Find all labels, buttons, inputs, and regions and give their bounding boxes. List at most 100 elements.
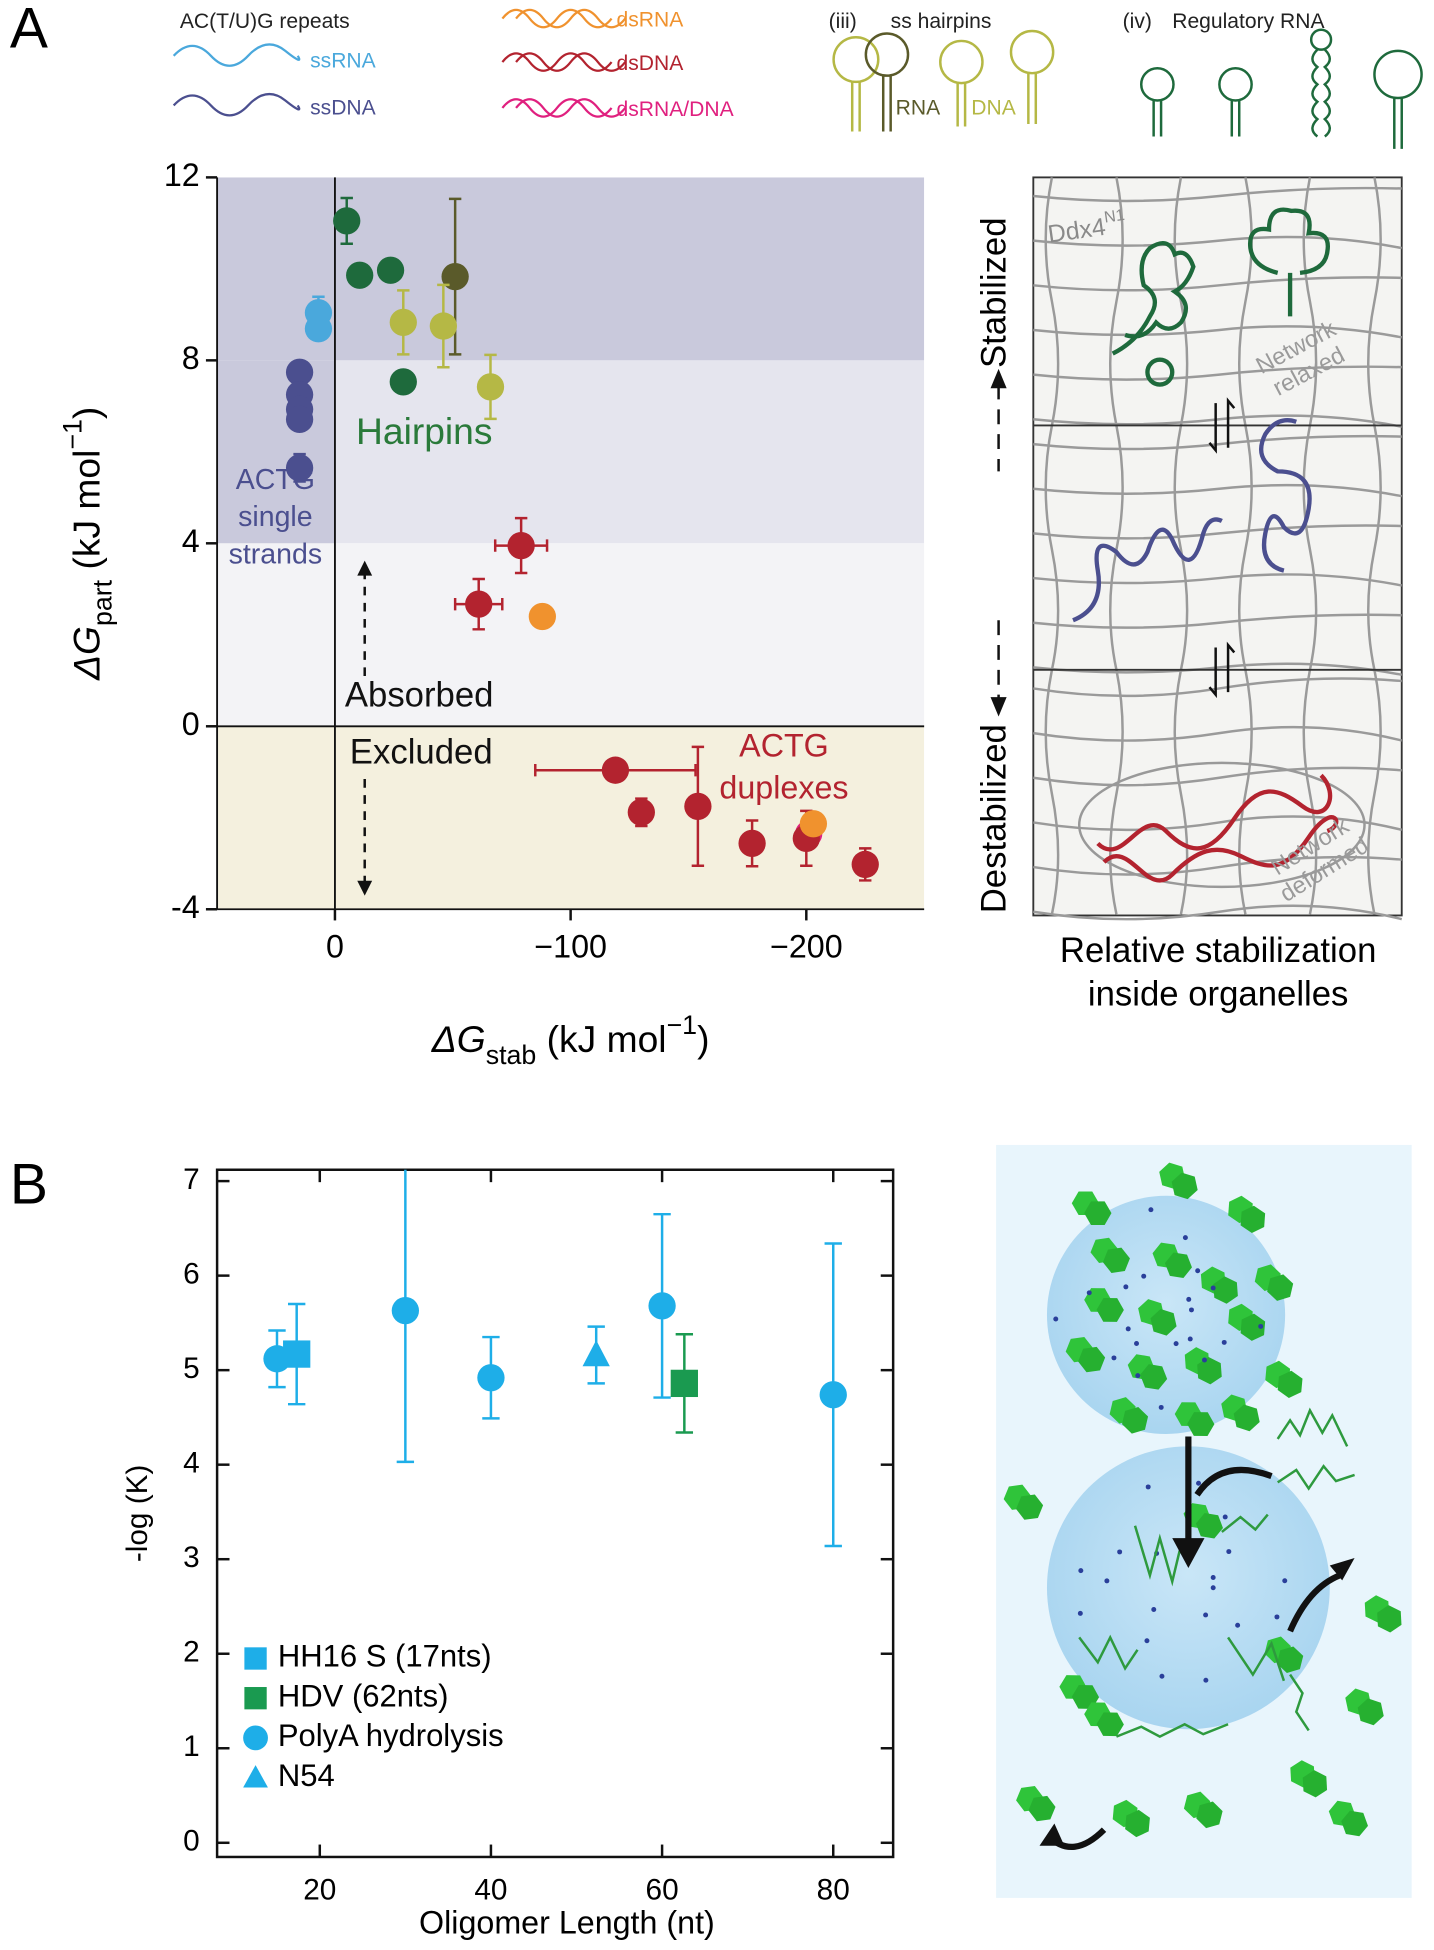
ion bbox=[1222, 1514, 1228, 1520]
ion bbox=[1134, 1341, 1140, 1347]
legend-icon bbox=[501, 98, 613, 118]
y-tick-label: 6 bbox=[183, 1257, 200, 1290]
ion bbox=[1111, 1355, 1117, 1361]
protein bbox=[1096, 1712, 1124, 1737]
y-axis-title: -log (K) bbox=[121, 1465, 154, 1563]
legend-label: dsRNA bbox=[617, 9, 685, 32]
point bbox=[528, 602, 556, 631]
rna-structures bbox=[1078, 1407, 1355, 1739]
ion bbox=[1235, 1622, 1241, 1628]
deformed-cavity bbox=[1077, 761, 1366, 889]
stability-axis bbox=[990, 368, 1007, 717]
rna bbox=[1078, 1513, 1310, 1739]
strand bbox=[1259, 418, 1312, 573]
mesh-line bbox=[1367, 177, 1382, 426]
y-axis-title-part: ) bbox=[65, 407, 107, 419]
annotation: single bbox=[238, 501, 313, 533]
legend-label: PolyA hydrolysis bbox=[278, 1718, 504, 1753]
ion bbox=[1226, 1549, 1232, 1555]
x-tick-label: 60 bbox=[646, 1874, 679, 1907]
ion bbox=[1203, 1677, 1209, 1683]
ion bbox=[1144, 1638, 1150, 1644]
arrowhead bbox=[1329, 1558, 1355, 1581]
y-axis-title-part: (kJ mol bbox=[65, 450, 107, 580]
panel-label: A bbox=[10, 0, 48, 60]
point bbox=[283, 1340, 311, 1368]
point bbox=[285, 405, 314, 434]
ion bbox=[1123, 1284, 1129, 1290]
ion bbox=[1187, 1336, 1193, 1342]
regulatory-rna-icons bbox=[1111, 207, 1330, 387]
y-tick-label: 1 bbox=[183, 1730, 200, 1763]
mesh-line bbox=[1033, 434, 1402, 451]
legend-icon bbox=[515, 98, 627, 118]
regulatory-icon bbox=[1311, 48, 1332, 138]
protein bbox=[1240, 1205, 1266, 1234]
ion bbox=[1077, 1610, 1083, 1616]
protein bbox=[1140, 1364, 1168, 1390]
annotation: duplexes bbox=[719, 770, 848, 806]
diagram-frame bbox=[1032, 176, 1403, 917]
ion bbox=[1125, 1326, 1131, 1332]
x-tick-label: 20 bbox=[303, 1874, 336, 1907]
annotation: ACTG bbox=[739, 728, 829, 764]
legend-icon bbox=[172, 43, 301, 67]
hairpin-icon bbox=[1152, 99, 1163, 137]
legend-icon bbox=[501, 8, 613, 29]
legend-label: ssRNA bbox=[310, 50, 377, 73]
equilibrium bbox=[1208, 397, 1236, 454]
mesh-line bbox=[1033, 414, 1402, 428]
ion bbox=[1151, 1607, 1157, 1612]
mesh-line bbox=[1237, 177, 1253, 426]
protein bbox=[1277, 1370, 1303, 1398]
legend-label: N54 bbox=[278, 1758, 335, 1793]
mesh-line bbox=[1173, 177, 1189, 426]
point bbox=[389, 308, 417, 337]
y-tick-label: 12 bbox=[164, 157, 200, 193]
strand bbox=[1072, 517, 1223, 623]
legend-label: ssDNA bbox=[310, 97, 377, 120]
arrow bbox=[1287, 1572, 1341, 1633]
duplex bbox=[1096, 773, 1339, 883]
protein bbox=[1164, 1252, 1192, 1279]
legend-marker bbox=[244, 1687, 267, 1710]
ion bbox=[1282, 1578, 1288, 1584]
protein bbox=[1233, 1404, 1260, 1432]
ion bbox=[1210, 1585, 1216, 1591]
hairpin-icon bbox=[1393, 96, 1403, 149]
ion bbox=[1117, 1549, 1123, 1555]
x-axis-title-part: ) bbox=[697, 1018, 709, 1060]
caption: inside organelles bbox=[1088, 975, 1349, 1013]
mesh-line bbox=[1302, 669, 1318, 915]
ion bbox=[1258, 1323, 1264, 1329]
point bbox=[819, 1381, 847, 1409]
y-axis-title-part: ΔG bbox=[65, 626, 107, 681]
arrowhead bbox=[990, 368, 1007, 389]
protein bbox=[1096, 1298, 1124, 1322]
mesh-line bbox=[1033, 766, 1402, 787]
ion bbox=[1145, 1484, 1151, 1490]
rna-shape bbox=[1247, 207, 1330, 317]
protein bbox=[1028, 1795, 1056, 1822]
ddx4-sup: N1 bbox=[1103, 206, 1126, 227]
y-axis-title-part: part bbox=[87, 579, 117, 626]
ion bbox=[1182, 1235, 1188, 1241]
stabilized-label: Stabilized bbox=[975, 217, 1013, 368]
y-axis-title-part: −1 bbox=[57, 419, 87, 450]
x-axis-title-part: −1 bbox=[667, 1010, 698, 1040]
legend-icon bbox=[515, 52, 627, 72]
legend-label: HH16 S (17nts) bbox=[278, 1639, 492, 1674]
hairpin-icon bbox=[864, 32, 910, 77]
point bbox=[851, 850, 879, 879]
protein bbox=[1125, 1809, 1150, 1838]
mesh-line bbox=[1033, 524, 1402, 540]
point bbox=[601, 756, 630, 784]
legend-label: dsRNA/DNA bbox=[617, 98, 735, 121]
ion bbox=[1203, 1612, 1209, 1618]
protein bbox=[1195, 1512, 1223, 1539]
mesh-line bbox=[1044, 425, 1060, 671]
ion bbox=[1274, 1614, 1280, 1620]
ion bbox=[1141, 1273, 1147, 1279]
